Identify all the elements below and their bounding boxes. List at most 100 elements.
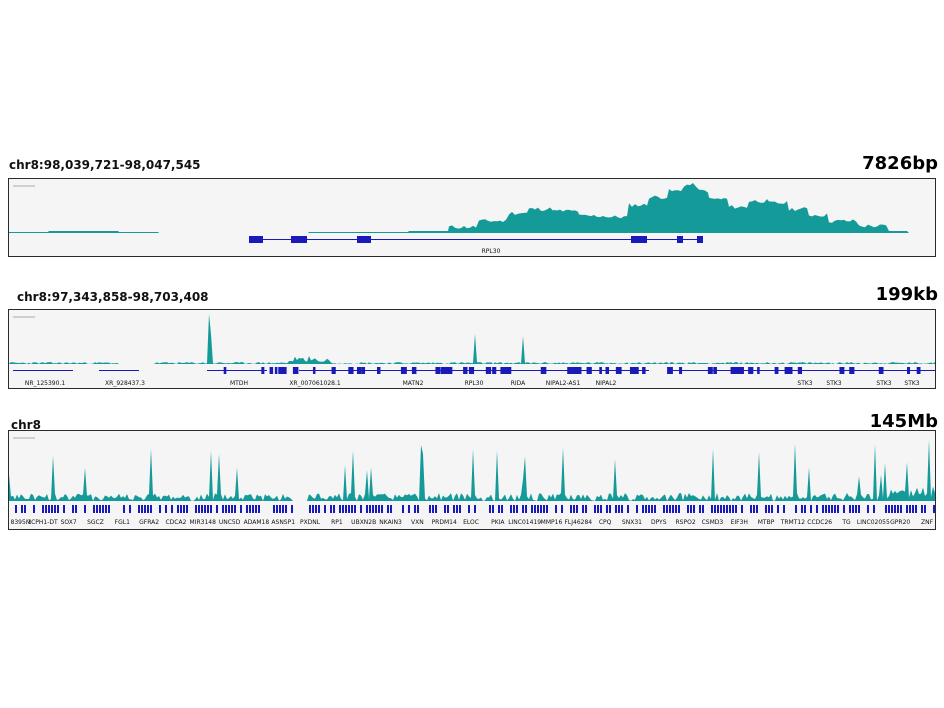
gene-feature — [605, 367, 610, 374]
gene-feature — [144, 505, 146, 513]
gene-feature — [387, 505, 389, 513]
gene-feature — [204, 505, 206, 513]
gene-feature — [729, 505, 731, 513]
gene-feature — [707, 367, 713, 374]
gene-feature — [150, 505, 152, 513]
gene-feature — [147, 505, 149, 513]
gene-feature — [444, 367, 449, 374]
gene-feature — [741, 505, 743, 513]
gene-feature — [731, 367, 737, 374]
gene-feature — [222, 505, 224, 513]
gene-feature — [687, 505, 689, 513]
gene-feature — [159, 505, 161, 513]
gene-feature — [333, 505, 335, 513]
gene-feature — [429, 505, 431, 513]
gene-label: PXDNL — [299, 519, 321, 526]
gene-feature — [279, 505, 281, 513]
gene-feature — [400, 367, 407, 374]
gene-label: UNC5D — [218, 519, 241, 526]
gene-feature — [843, 505, 845, 513]
gene-label: ZNF — [920, 519, 934, 526]
gene-feature — [201, 505, 203, 513]
gene-feature — [795, 505, 797, 513]
gene-feature — [768, 505, 770, 513]
gene-feature — [693, 505, 695, 513]
gene-feature — [599, 367, 602, 374]
gene-feature — [572, 367, 578, 374]
gene-feature — [24, 505, 26, 513]
gene-label: RIDA — [510, 380, 526, 387]
gene-label: NIPAL2-AS1 — [545, 380, 581, 387]
gene-feature — [891, 505, 893, 513]
scale-bar — [13, 316, 35, 318]
gene-label: DPYS — [650, 519, 667, 526]
gene-feature — [282, 505, 284, 513]
gene-feature — [540, 505, 542, 513]
gene-feature — [183, 505, 185, 513]
gene-feature — [292, 367, 296, 374]
gene-feature — [924, 505, 926, 513]
gene-feature — [366, 505, 368, 513]
gene-feature — [629, 367, 633, 374]
gene-feature — [312, 367, 316, 374]
gene-feature — [459, 505, 461, 513]
gene-feature — [567, 367, 573, 374]
gene-feature — [673, 370, 935, 371]
gene-label: XR_928437.3 — [105, 380, 145, 387]
gene-feature — [651, 505, 653, 513]
gene-label: PRDM14 — [431, 519, 457, 526]
gene-feature — [488, 367, 492, 374]
gene-feature — [281, 367, 287, 374]
gene-label: EIF3H — [730, 519, 748, 526]
gene-feature — [252, 505, 254, 513]
gene-feature — [855, 505, 857, 513]
gene-label: MTDH — [230, 380, 248, 387]
gene-label: SNX31 — [621, 519, 642, 526]
gene-feature — [594, 505, 596, 513]
gene-feature — [411, 367, 417, 374]
igv-track-panel[interactable]: RPL30 — [8, 178, 936, 257]
gene-feature — [372, 505, 374, 513]
igv-track-panel[interactable]: NR_125390.1 XR_928437.3 MTDH XR_00706102… — [8, 309, 936, 389]
scale-label: 7826bp — [862, 153, 938, 174]
gene-feature — [285, 505, 287, 513]
gene-feature — [540, 367, 547, 374]
gene-feature — [900, 505, 902, 513]
gene-feature — [435, 505, 437, 513]
gene-feature — [933, 505, 935, 513]
gene-feature — [432, 505, 434, 513]
gene-feature — [42, 505, 44, 513]
gene-feature — [404, 367, 407, 374]
gene-feature — [606, 505, 608, 513]
scale-label: 199kb — [875, 284, 938, 305]
gene-feature — [714, 505, 716, 513]
gene-feature — [492, 505, 494, 513]
igv-track-panel[interactable]: 8395.1 MCPH1-DT SOX7 SGCZ FGL1 GFRA2 CDCA2 MIR3… — [8, 430, 936, 530]
gene-feature — [669, 505, 671, 513]
gene-feature — [381, 505, 383, 513]
gene-feature — [573, 505, 575, 513]
gene-feature — [543, 505, 545, 513]
gene-feature — [435, 367, 440, 374]
gene-feature — [648, 505, 650, 513]
gene-feature — [165, 505, 167, 513]
gene-feature — [789, 367, 793, 374]
gene-feature — [498, 505, 500, 513]
gene-feature — [783, 505, 785, 513]
gene-feature — [390, 505, 392, 513]
gene-feature — [408, 505, 410, 513]
gene-feature — [223, 367, 227, 374]
gene-feature — [45, 505, 47, 513]
coverage-area — [9, 183, 935, 233]
gene-feature — [663, 505, 665, 513]
gene-feature — [726, 505, 728, 513]
gene-label: 8395.1 — [10, 519, 32, 526]
gene-feature — [713, 367, 717, 374]
gene-feature — [885, 505, 887, 513]
gene-feature — [907, 367, 911, 374]
gene-feature — [291, 505, 293, 513]
gene-feature — [675, 505, 677, 513]
gene-feature — [697, 236, 703, 243]
gene-feature — [839, 367, 845, 374]
gene-feature — [506, 367, 510, 374]
